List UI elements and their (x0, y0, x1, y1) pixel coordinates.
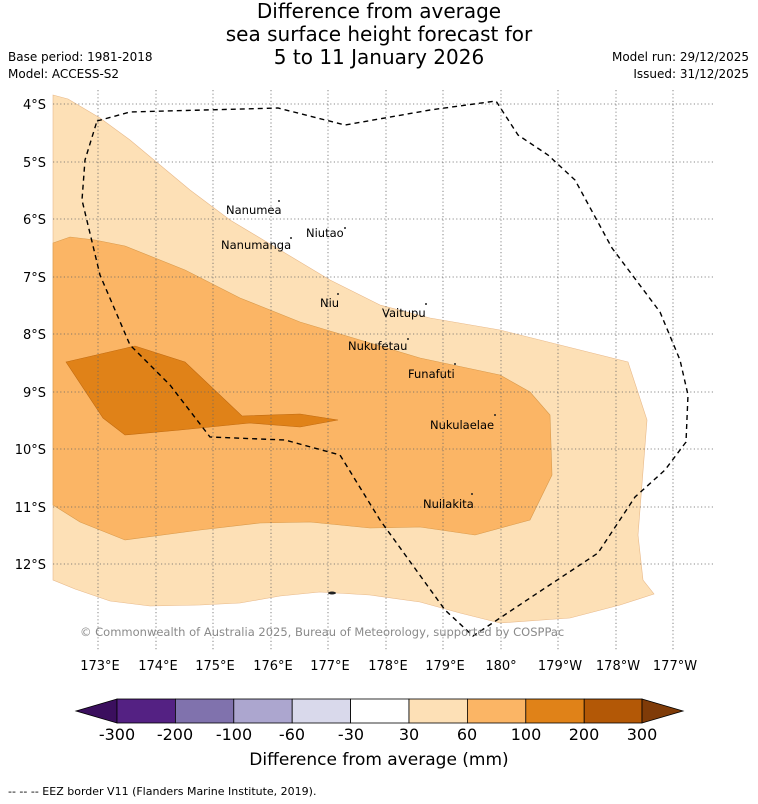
credit-text: © Commonwealth of Australia 2025, Bureau… (80, 625, 565, 639)
colorbar-swatch-6 (408, 698, 468, 724)
cb-tick-200: 200 (568, 725, 600, 744)
cb-tick-neg200: -200 (156, 725, 194, 744)
lon-labels: 173°E 174°E 175°E 176°E 177°E 178°E 179°… (80, 659, 697, 674)
cb-tick-60: 60 (456, 725, 478, 744)
cb-tick-100: 100 (510, 725, 542, 744)
lon-label-177w: 177°W (653, 659, 697, 674)
lon-label-176e: 176°E (253, 659, 293, 674)
title-line-2: sea surface height forecast for (225, 22, 533, 46)
lon-label-175e: 175°E (195, 659, 235, 674)
lat-label-11s: 11°S (15, 501, 46, 516)
lon-label-173e: 173°E (80, 659, 120, 674)
eez-border (81, 100, 689, 637)
cb-tick-300: 300 (626, 725, 658, 744)
place-nanumea: Nanumea (226, 203, 282, 217)
colorbar-swatch-3 (233, 698, 293, 724)
lat-label-5s: 5°S (23, 156, 46, 171)
eez-footnote: -- -- -- EEZ border V11 (Flanders Marine… (8, 785, 317, 798)
issued-date: Issued: 31/12/2025 (633, 67, 749, 81)
base-period: Base period: 1981-2018 (8, 50, 153, 64)
lon-label-178e: 178°E (368, 659, 408, 674)
model-run: Model run: 29/12/2025 (611, 50, 749, 64)
lat-label-7s: 7°S (23, 271, 46, 286)
lat-grid (53, 103, 714, 565)
place-labels: Nanumea Nanumanga Niutao Niu Vaitupu Nuk… (221, 203, 494, 511)
colorbar-label: Difference from average (mm) (249, 750, 509, 770)
band-60-100 (52, 236, 553, 541)
lat-label-4s: 4°S (23, 98, 46, 113)
lon-label-177e: 177°E (310, 659, 350, 674)
cb-tick-neg60: -60 (278, 725, 306, 744)
lon-label-179e: 179°E (425, 659, 465, 674)
place-nanumanga: Nanumanga (221, 238, 291, 252)
model-name: Model: ACCESS-S2 (8, 67, 120, 81)
colorbar-swatch-8 (525, 698, 585, 724)
title-line-1: Difference from average (256, 0, 502, 23)
cb-tick-neg300: -300 (98, 725, 136, 744)
lat-label-8s: 8°S (23, 328, 46, 343)
island-markers (278, 200, 496, 595)
colorbar-swatch-4 (291, 698, 352, 724)
place-nukufetau: Nukufetau (348, 339, 407, 353)
colorbar (74, 698, 685, 724)
place-nuilakita: Nuilakita (423, 497, 474, 511)
band-100-200 (65, 345, 339, 436)
place-vaitupu: Vaitupu (382, 306, 426, 320)
map-title: Difference from average sea surface heig… (0, 0, 758, 69)
cb-tick-neg30: -30 (337, 725, 365, 744)
lon-label-180: 180° (485, 659, 516, 674)
cb-tick-neg100: -100 (215, 725, 253, 744)
colorbar-extend-low (74, 698, 118, 724)
colorbar-swatch-1 (116, 698, 176, 724)
colorbar-extend-high (641, 698, 685, 724)
lat-labels: 4°S 5°S 6°S 7°S 8°S 9°S 10°S 11°S 12°S (15, 98, 46, 573)
colorbar-swatch-2 (174, 698, 235, 724)
title-line-3: 5 to 11 January 2026 (273, 45, 485, 69)
meta-left: Base period: 1981-2018 Model: ACCESS-S2 (8, 49, 153, 83)
meta-right: Model run: 29/12/2025 Issued: 31/12/2025 (612, 49, 749, 83)
lat-label-6s: 6°S (23, 213, 46, 228)
lon-label-179w: 179°W (538, 659, 582, 674)
lon-label-174e: 174°E (138, 659, 178, 674)
place-nukulaelae: Nukulaelae (430, 418, 494, 432)
place-funafuti: Funafuti (408, 367, 455, 381)
colorbar-swatch-7 (466, 698, 527, 724)
place-niu: Niu (320, 296, 339, 310)
lat-label-9s: 9°S (23, 386, 46, 401)
lat-label-12s: 12°S (15, 558, 46, 573)
lon-label-178w: 178°W (596, 659, 640, 674)
lat-label-10s: 10°S (15, 443, 46, 458)
cb-tick-30: 30 (398, 725, 420, 744)
place-niutao: Niutao (306, 226, 344, 240)
colorbar-swatch-9 (583, 698, 643, 724)
colorbar-swatch-5 (350, 698, 410, 724)
